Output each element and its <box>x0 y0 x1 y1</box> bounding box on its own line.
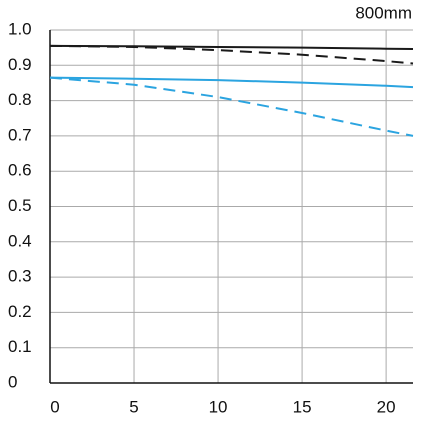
series-line <box>49 76 414 137</box>
y-tick-label: 0.1 <box>8 337 32 356</box>
y-tick-label: 0.4 <box>8 231 32 250</box>
y-tick-label: 1.0 <box>8 19 32 38</box>
y-tick-label: 0 <box>8 372 17 391</box>
y-tick-label: 0.6 <box>8 161 32 180</box>
y-tick-label: 0.8 <box>8 90 32 109</box>
series-line <box>49 76 414 89</box>
annotation: 800mm <box>355 3 412 22</box>
y-tick-label: 0.5 <box>8 196 32 215</box>
x-tick-label: 20 <box>377 397 396 416</box>
x-tick-label: 15 <box>293 397 312 416</box>
x-tick-label: 5 <box>129 397 138 416</box>
x-tick-label: 10 <box>209 397 228 416</box>
series-line <box>49 44 414 65</box>
y-tick-label: 0.7 <box>8 125 32 144</box>
x-tick-label: 0 <box>50 397 59 416</box>
y-tick-label: 0.9 <box>8 55 32 74</box>
series-line <box>49 44 414 51</box>
y-tick-label: 0.2 <box>8 302 32 321</box>
y-tick-label: 0.3 <box>8 267 32 286</box>
